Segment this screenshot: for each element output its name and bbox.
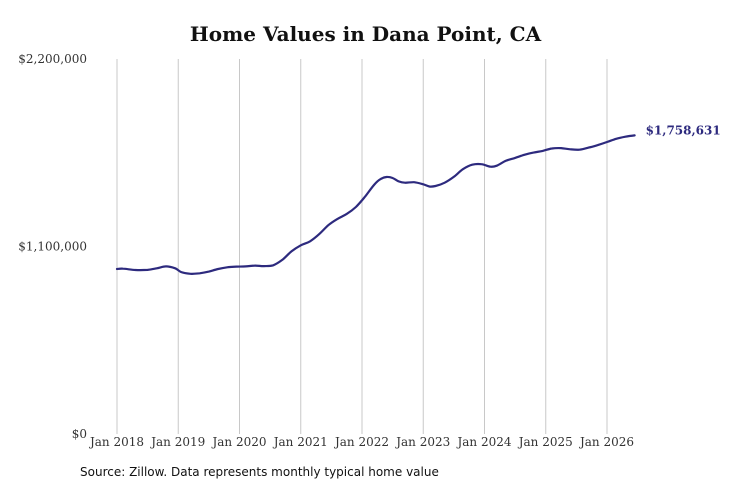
x-tick-label: Jan 2020 bbox=[210, 435, 266, 449]
chart-title: Home Values in Dana Point, CA bbox=[189, 22, 542, 46]
series-line bbox=[115, 134, 636, 275]
x-tick-label: Jan 2024 bbox=[455, 435, 511, 449]
y-axis-ticks: $0 $1,100,000 $2,200,000 bbox=[18, 52, 87, 441]
y-tick-label: $2,200,000 bbox=[18, 52, 87, 66]
y-tick-label: $1,100,000 bbox=[18, 240, 87, 254]
x-tick-label: Jan 2022 bbox=[333, 435, 389, 449]
x-tick-label: Jan 2019 bbox=[149, 435, 205, 449]
y-tick-label: $0 bbox=[72, 427, 87, 441]
x-tick-label: Jan 2021 bbox=[272, 435, 328, 449]
end-value-label: $1,758,631 bbox=[646, 123, 721, 137]
x-tick-label: Jan 2026 bbox=[578, 435, 634, 449]
series-layer: $1,758,631 bbox=[115, 123, 721, 275]
x-tick-label: Jan 2023 bbox=[394, 435, 450, 449]
source-note: Source: Zillow. Data represents monthly … bbox=[80, 465, 439, 479]
x-axis-ticks: Jan 2018 Jan 2019 Jan 2020 Jan 2021 Jan 2022… bbox=[88, 435, 634, 449]
gridlines bbox=[116, 59, 608, 434]
x-tick-label: Jan 2018 bbox=[88, 435, 144, 449]
x-tick-label: Jan 2025 bbox=[517, 435, 573, 449]
